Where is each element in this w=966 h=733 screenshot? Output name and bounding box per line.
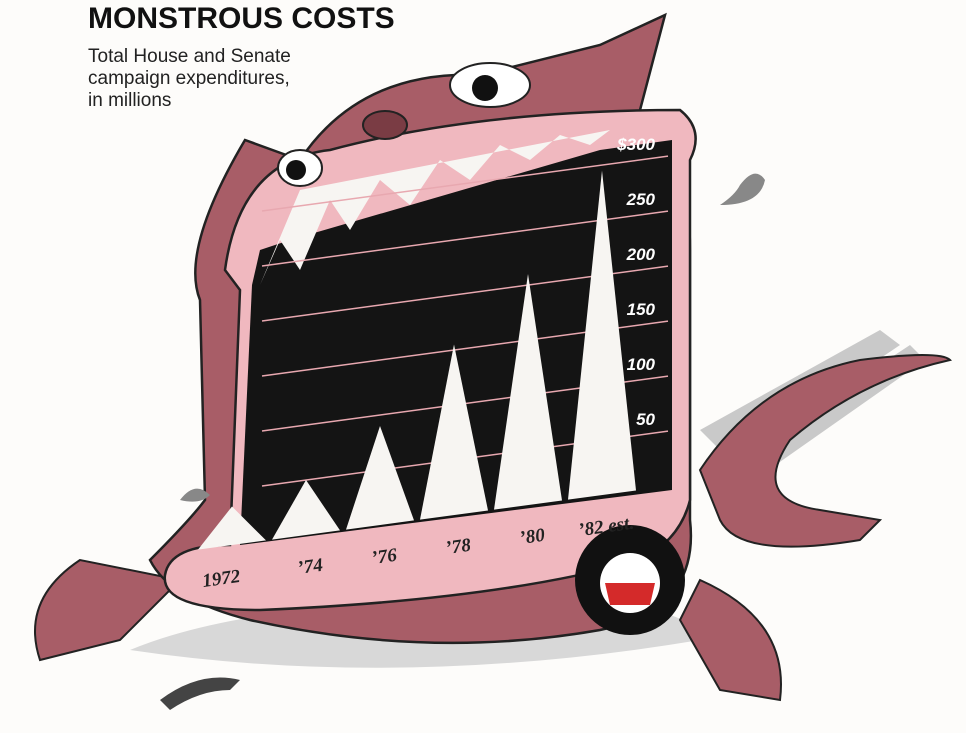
x-tick-label: ’78 — [444, 535, 472, 559]
bar — [346, 426, 414, 530]
y-tick-label: 50 — [636, 410, 655, 429]
bar — [494, 274, 562, 510]
subtitle: campaign expenditures, — [88, 68, 290, 89]
chart-title: MONSTROUS COSTS — [88, 2, 395, 35]
bar — [198, 506, 266, 550]
x-tick-label: ’76 — [370, 545, 398, 569]
x-tick-label: ’80 — [518, 525, 546, 549]
bar — [568, 170, 636, 500]
y-tick-label: 200 — [626, 245, 656, 264]
x-tick-label: ’74 — [296, 555, 324, 579]
bar — [420, 344, 488, 520]
y-tick-label: 100 — [627, 355, 656, 374]
subtitle: in millions — [88, 90, 171, 111]
illustration — [34, 12, 952, 710]
y-tick-label: $300 — [616, 135, 655, 154]
y-tick-label: 150 — [627, 300, 656, 319]
grid-line — [261, 155, 669, 212]
bar — [272, 480, 340, 540]
subtitle: Total House and Senate — [88, 46, 291, 67]
y-tick-label: 250 — [626, 190, 656, 209]
